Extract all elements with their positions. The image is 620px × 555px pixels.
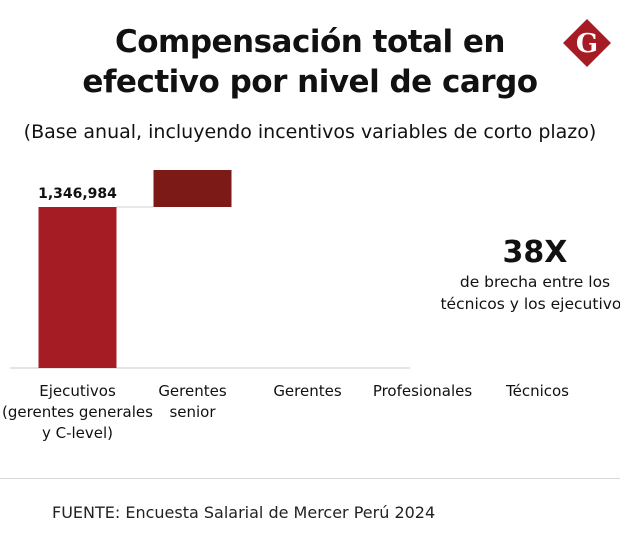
category-label-0-1: (gerentes generales	[2, 403, 153, 421]
waterfall-chart: 1,346,984 Ejecutivos (gerentes generales y …	[2, 170, 569, 442]
category-label-0-0: Ejecutivos	[39, 382, 116, 400]
category-label-3-0: Profesionales	[373, 382, 473, 400]
callout-multiplier: 38X	[502, 235, 568, 270]
source-note: FUENTE: Encuesta Salarial de Mercer Perú…	[52, 503, 436, 522]
category-label-1-0: Gerentes	[158, 382, 227, 400]
chart-subtitle: (Base anual, incluyendo incentivos varia…	[23, 121, 597, 143]
category-label-1-1: senior	[169, 403, 216, 421]
chart-title: Compensación total en efectivo por nivel…	[82, 24, 538, 100]
callout-text: de brecha entre los técnicos y los ejecu…	[440, 273, 620, 313]
brand-logo: G	[563, 19, 611, 67]
bar-1	[153, 170, 232, 207]
value-label-0: 1,346,984	[38, 186, 117, 202]
bar-0	[38, 207, 117, 368]
category-label-0-2: y C-level)	[42, 424, 113, 442]
category-label-4-0: Técnicos	[505, 382, 569, 400]
logo-diamond	[563, 19, 611, 67]
footer-divider	[0, 478, 620, 479]
logo-letter: G	[576, 29, 598, 59]
category-label-2-0: Gerentes	[273, 382, 342, 400]
